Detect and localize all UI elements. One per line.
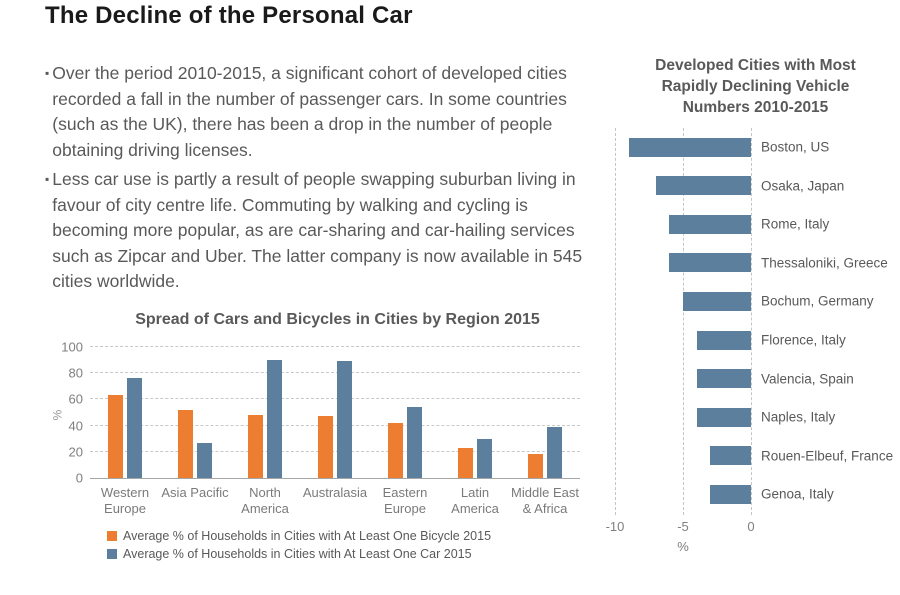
bullet-item: ▪ Over the period 2010-2015, a significa… <box>45 61 607 163</box>
bar-group-5 <box>458 348 492 478</box>
y-tick-0: 0 <box>75 470 83 486</box>
gridline-y-40 <box>90 424 580 426</box>
car-bar-3 <box>337 361 352 478</box>
bullet-item: ▪ Less car use is partly a result of peo… <box>45 167 607 295</box>
x-label-0: Western Europe <box>100 485 150 516</box>
city-label-9: Genoa, Italy <box>761 486 834 502</box>
gridline-y-80 <box>90 372 580 374</box>
cities-chart-x-axis: -10 -5 0 <box>606 519 898 537</box>
car-bar-2 <box>267 360 282 478</box>
car-bar-4 <box>407 407 422 478</box>
city-bar-6 <box>696 369 751 389</box>
y-tick-60: 60 <box>68 391 83 407</box>
city-bar-5 <box>696 330 751 350</box>
legend-item-car: Average % of Households in Cities with A… <box>107 547 590 561</box>
bicycle-bar-4 <box>388 422 403 478</box>
bicycle-bar-5 <box>458 447 473 478</box>
bicycle-bar-0 <box>108 395 123 478</box>
x-label-5: Latin America <box>451 485 499 516</box>
car-bar-0 <box>127 378 142 478</box>
x-tick-0: 0 <box>747 519 755 534</box>
legend-item-bicycle: Average % of Households in Cities with A… <box>107 529 590 543</box>
x-label-2: North America <box>241 485 289 516</box>
city-bar-3 <box>669 253 751 273</box>
x-label-6: Middle East & Africa <box>511 485 579 516</box>
y-tick-40: 40 <box>68 418 83 434</box>
bicycle-bar-1 <box>178 409 193 478</box>
bicycle-bar-6 <box>528 454 543 478</box>
bicycle-swatch-icon <box>107 531 117 541</box>
legend-label-car: Average % of Households in Cities with A… <box>123 547 472 561</box>
region-chart-y-axis-label: % <box>50 409 65 421</box>
city-label-5: Florence, Italy <box>761 332 846 348</box>
gridline-x-0 <box>751 128 752 515</box>
gridline-x--10 <box>615 128 616 515</box>
region-chart-plot: 0 20 40 60 80 100 <box>61 340 580 486</box>
bar-group-2 <box>248 348 282 478</box>
car-bar-5 <box>477 438 492 478</box>
city-bar-7 <box>696 407 751 427</box>
gridline-y-100 <box>90 346 580 347</box>
x-label-4: Eastern Europe <box>382 485 428 516</box>
bullet-list: ▪ Over the period 2010-2015, a significa… <box>45 61 607 299</box>
x-label-3: Australasia <box>302 485 368 500</box>
gridline-x--5 <box>683 128 684 515</box>
city-label-7: Naples, Italy <box>761 409 836 425</box>
y-tick-100: 100 <box>61 339 83 355</box>
region-chart-x-labels: Western Europe Asia Pacific North America A… <box>90 485 580 517</box>
x-tick--5: -5 <box>677 519 689 534</box>
bullet-marker-icon: ▪ <box>45 66 50 80</box>
bicycle-bar-3 <box>318 416 333 478</box>
city-bar-4 <box>683 291 751 311</box>
city-label-6: Valencia, Spain <box>761 371 854 387</box>
bar-group-6 <box>528 348 562 478</box>
city-bar-2 <box>669 214 751 234</box>
car-swatch-icon <box>107 549 117 559</box>
city-label-4: Bochum, Germany <box>761 293 874 309</box>
city-bar-9 <box>710 484 751 504</box>
region-chart-body: % 0 20 40 60 80 100 <box>50 340 580 486</box>
bullet-marker-icon: ▪ <box>45 172 50 186</box>
city-bar-8 <box>710 446 751 466</box>
city-label-3: Thessaloniki, Greece <box>761 255 888 271</box>
city-bar-0 <box>628 137 751 157</box>
region-chart-title: Spread of Cars and Bicycles in Cities by… <box>135 311 540 328</box>
x-tick--10: -10 <box>605 519 625 534</box>
y-tick-80: 80 <box>68 365 83 381</box>
cities-chart-plot: Boston, US Osaka, Japan Rome, Italy Thessal… <box>613 128 898 515</box>
gridline-y-20 <box>90 450 580 452</box>
cities-bar-chart: Developed Cities with Most Rapidly Decli… <box>606 55 898 557</box>
cities-chart-x-axis-label: % <box>677 539 689 554</box>
city-label-1: Osaka, Japan <box>761 178 845 194</box>
city-label-0: Boston, US <box>761 139 830 155</box>
bar-group-0 <box>108 348 142 478</box>
bar-group-4 <box>388 348 422 478</box>
bar-group-3 <box>318 348 352 478</box>
bullet-text: Less car use is partly a result of peopl… <box>52 169 583 291</box>
city-label-2: Rome, Italy <box>761 216 830 232</box>
x-label-1: Asia Pacific <box>161 485 229 500</box>
gridline-y-60 <box>90 398 580 400</box>
page-title: The Decline of the Personal Car <box>45 2 413 29</box>
bicycle-bar-2 <box>248 415 263 478</box>
region-chart-legend: Average % of Households in Cities with A… <box>107 529 590 561</box>
cities-chart-x-axis-unit: % <box>613 539 898 557</box>
legend-label-bicycle: Average % of Households in Cities with A… <box>123 529 492 543</box>
bullet-text: Over the period 2010-2015, a significant… <box>52 63 567 160</box>
city-bar-1 <box>655 176 751 196</box>
cities-chart-title: Developed Cities with Most Rapidly Decli… <box>655 57 856 116</box>
car-bar-1 <box>197 442 212 478</box>
car-bar-6 <box>547 426 562 478</box>
y-tick-20: 20 <box>68 444 83 460</box>
region-bar-chart: Spread of Cars and Bicycles in Cities by… <box>45 311 590 565</box>
bar-group-1 <box>178 348 212 478</box>
city-label-8: Rouen-Elbeuf, France <box>761 448 894 464</box>
